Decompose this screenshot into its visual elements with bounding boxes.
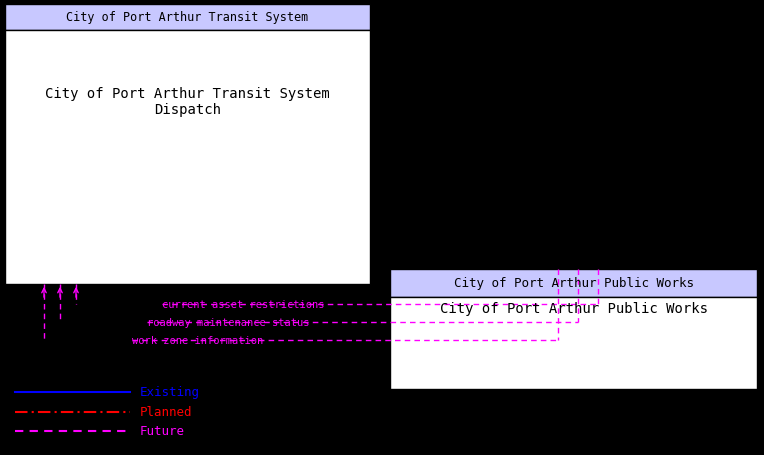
Text: current asset restrictions: current asset restrictions: [162, 299, 325, 309]
Text: Future: Future: [140, 425, 185, 438]
Bar: [5, 31, 370, 284]
Text: roadway maintenance status: roadway maintenance status: [147, 317, 309, 327]
Text: Existing: Existing: [140, 386, 200, 399]
Text: City of Port Arthur Transit System: City of Port Arthur Transit System: [66, 11, 309, 25]
Text: City of Port Arthur Public Works: City of Port Arthur Public Works: [439, 301, 707, 315]
Text: City of Port Arthur Public Works: City of Port Arthur Public Works: [454, 277, 694, 290]
Bar: [390, 269, 757, 298]
Text: work zone information: work zone information: [132, 335, 264, 345]
Bar: [390, 298, 757, 389]
Text: City of Port Arthur Transit System
Dispatch: City of Port Arthur Transit System Dispa…: [45, 87, 330, 117]
Text: Planned: Planned: [140, 405, 193, 419]
Bar: [5, 5, 370, 31]
